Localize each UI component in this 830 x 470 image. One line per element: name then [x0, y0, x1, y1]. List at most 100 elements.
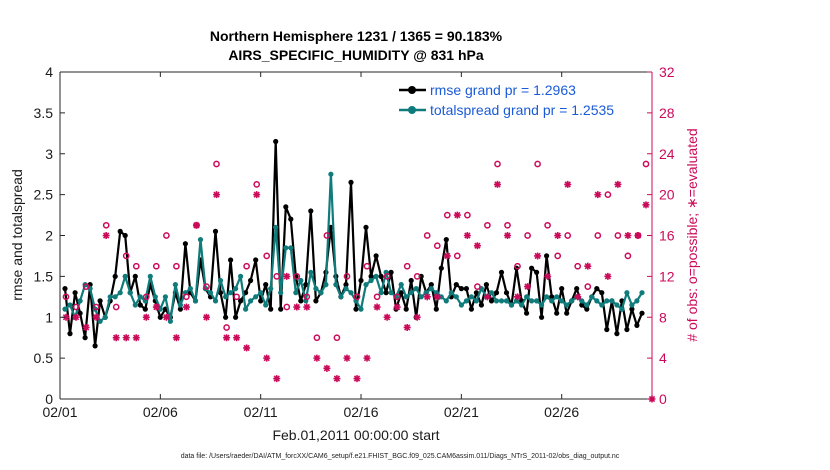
point-totalspread [278, 290, 284, 296]
point-rmse [559, 286, 565, 292]
point-rmse [62, 286, 68, 292]
x-tick-label: 02/11 [244, 404, 278, 420]
point-totalspread [529, 298, 535, 304]
obs-possible-marker [233, 293, 240, 301]
point-rmse [132, 273, 138, 279]
legend-rmse-label: rmse grand pr = 1.2963 [430, 82, 576, 98]
obs-possible-marker [163, 232, 170, 239]
point-rmse [182, 241, 188, 247]
point-rmse [534, 269, 540, 275]
point-rmse [223, 314, 229, 320]
y-tick-label: 3 [45, 146, 53, 162]
obs-possible-marker [263, 252, 271, 260]
point-rmse [468, 306, 474, 312]
point-totalspread [248, 298, 254, 304]
point-totalspread [549, 298, 555, 304]
point-totalspread [313, 286, 319, 292]
obs-possible-marker [102, 221, 110, 229]
point-rmse [298, 298, 304, 304]
x-tick-label: 02/21 [444, 404, 479, 420]
obs-possible-marker [62, 293, 70, 301]
y2-tick-label: 8 [659, 309, 667, 325]
point-totalspread [258, 290, 264, 296]
point-totalspread [97, 318, 103, 324]
point-totalspread [373, 273, 379, 279]
obs-possible-marker [614, 232, 622, 239]
obs-possible-marker [72, 303, 80, 311]
obs-evaluated-marker [433, 293, 441, 301]
point-totalspread [228, 290, 234, 296]
point-totalspread [167, 318, 173, 324]
point-totalspread [338, 294, 344, 300]
obs-possible-marker [323, 232, 331, 239]
obs-evaluated-marker [172, 334, 180, 342]
obs-evaluated-marker [443, 252, 451, 260]
point-rmse [248, 277, 254, 284]
point-totalspread [468, 294, 474, 300]
point-rmse [574, 286, 580, 292]
obs-possible-marker [142, 293, 150, 301]
obs-possible-marker [413, 273, 421, 280]
point-rmse [503, 290, 510, 296]
point-rmse [82, 335, 88, 341]
point-totalspread [559, 298, 565, 304]
point-totalspread [443, 298, 449, 304]
obs-possible-marker [353, 293, 361, 301]
y2-tick-label: 20 [659, 187, 675, 203]
obs-evaluated-marker [504, 232, 512, 239]
data-file-footer: data file: /Users/raeder/DAI/ATM_forcXX/… [181, 453, 620, 460]
point-totalspread [564, 302, 570, 308]
obs-evaluated-marker [102, 232, 110, 239]
obs-possible-marker [494, 160, 501, 168]
point-rmse [228, 257, 234, 263]
point-rmse [604, 326, 610, 333]
obs-evaluated-marker [624, 232, 632, 239]
x-tick-label: 02/16 [343, 404, 378, 420]
point-rmse [288, 216, 294, 222]
point-totalspread [177, 302, 183, 308]
obs-evaluated-marker [594, 191, 602, 199]
point-rmse [498, 269, 505, 275]
obs-possible-marker [453, 252, 461, 260]
obs-evaluated-marker [493, 180, 501, 188]
point-rmse [428, 282, 434, 288]
obs-possible-marker [604, 191, 612, 198]
chart-title: Northern Hemisphere 1231 / 1365 = 90.183… [210, 28, 503, 44]
point-rmse [92, 343, 98, 349]
point-totalspread [388, 290, 394, 296]
x-tick-label: 02/06 [143, 404, 178, 420]
obs-evaluated-marker [182, 303, 190, 311]
point-rmse [483, 282, 489, 288]
point-totalspread [197, 237, 204, 243]
obs-evaluated-marker [142, 313, 150, 321]
obs-possible-marker [333, 334, 341, 342]
obs-evaluated-marker [343, 354, 351, 362]
obs-possible-marker [173, 262, 180, 270]
obs-evaluated-marker [393, 303, 401, 311]
obs-possible-marker [544, 221, 551, 229]
point-rmse [493, 290, 500, 296]
legend: rmse grand pr = 1.2963 totalspread grand… [393, 78, 646, 122]
point-totalspread [403, 294, 409, 300]
point-rmse [313, 298, 319, 304]
obs-evaluated-marker [243, 344, 251, 352]
point-rmse [253, 257, 259, 263]
obs-evaluated-marker [323, 364, 331, 372]
point-rmse [403, 306, 409, 312]
plot-background [60, 72, 652, 399]
point-totalspread [614, 302, 620, 308]
point-rmse [77, 310, 83, 316]
point-rmse [378, 273, 384, 279]
point-rmse [383, 290, 389, 296]
point-totalspread [223, 294, 229, 300]
obs-possible-marker [504, 221, 511, 229]
point-totalspread [584, 302, 590, 308]
point-totalspread [463, 298, 469, 304]
point-rmse [524, 310, 530, 316]
point-rmse [112, 273, 118, 279]
point-rmse [273, 138, 279, 145]
point-totalspread [408, 290, 414, 296]
point-rmse [584, 306, 590, 312]
point-totalspread [288, 245, 294, 251]
